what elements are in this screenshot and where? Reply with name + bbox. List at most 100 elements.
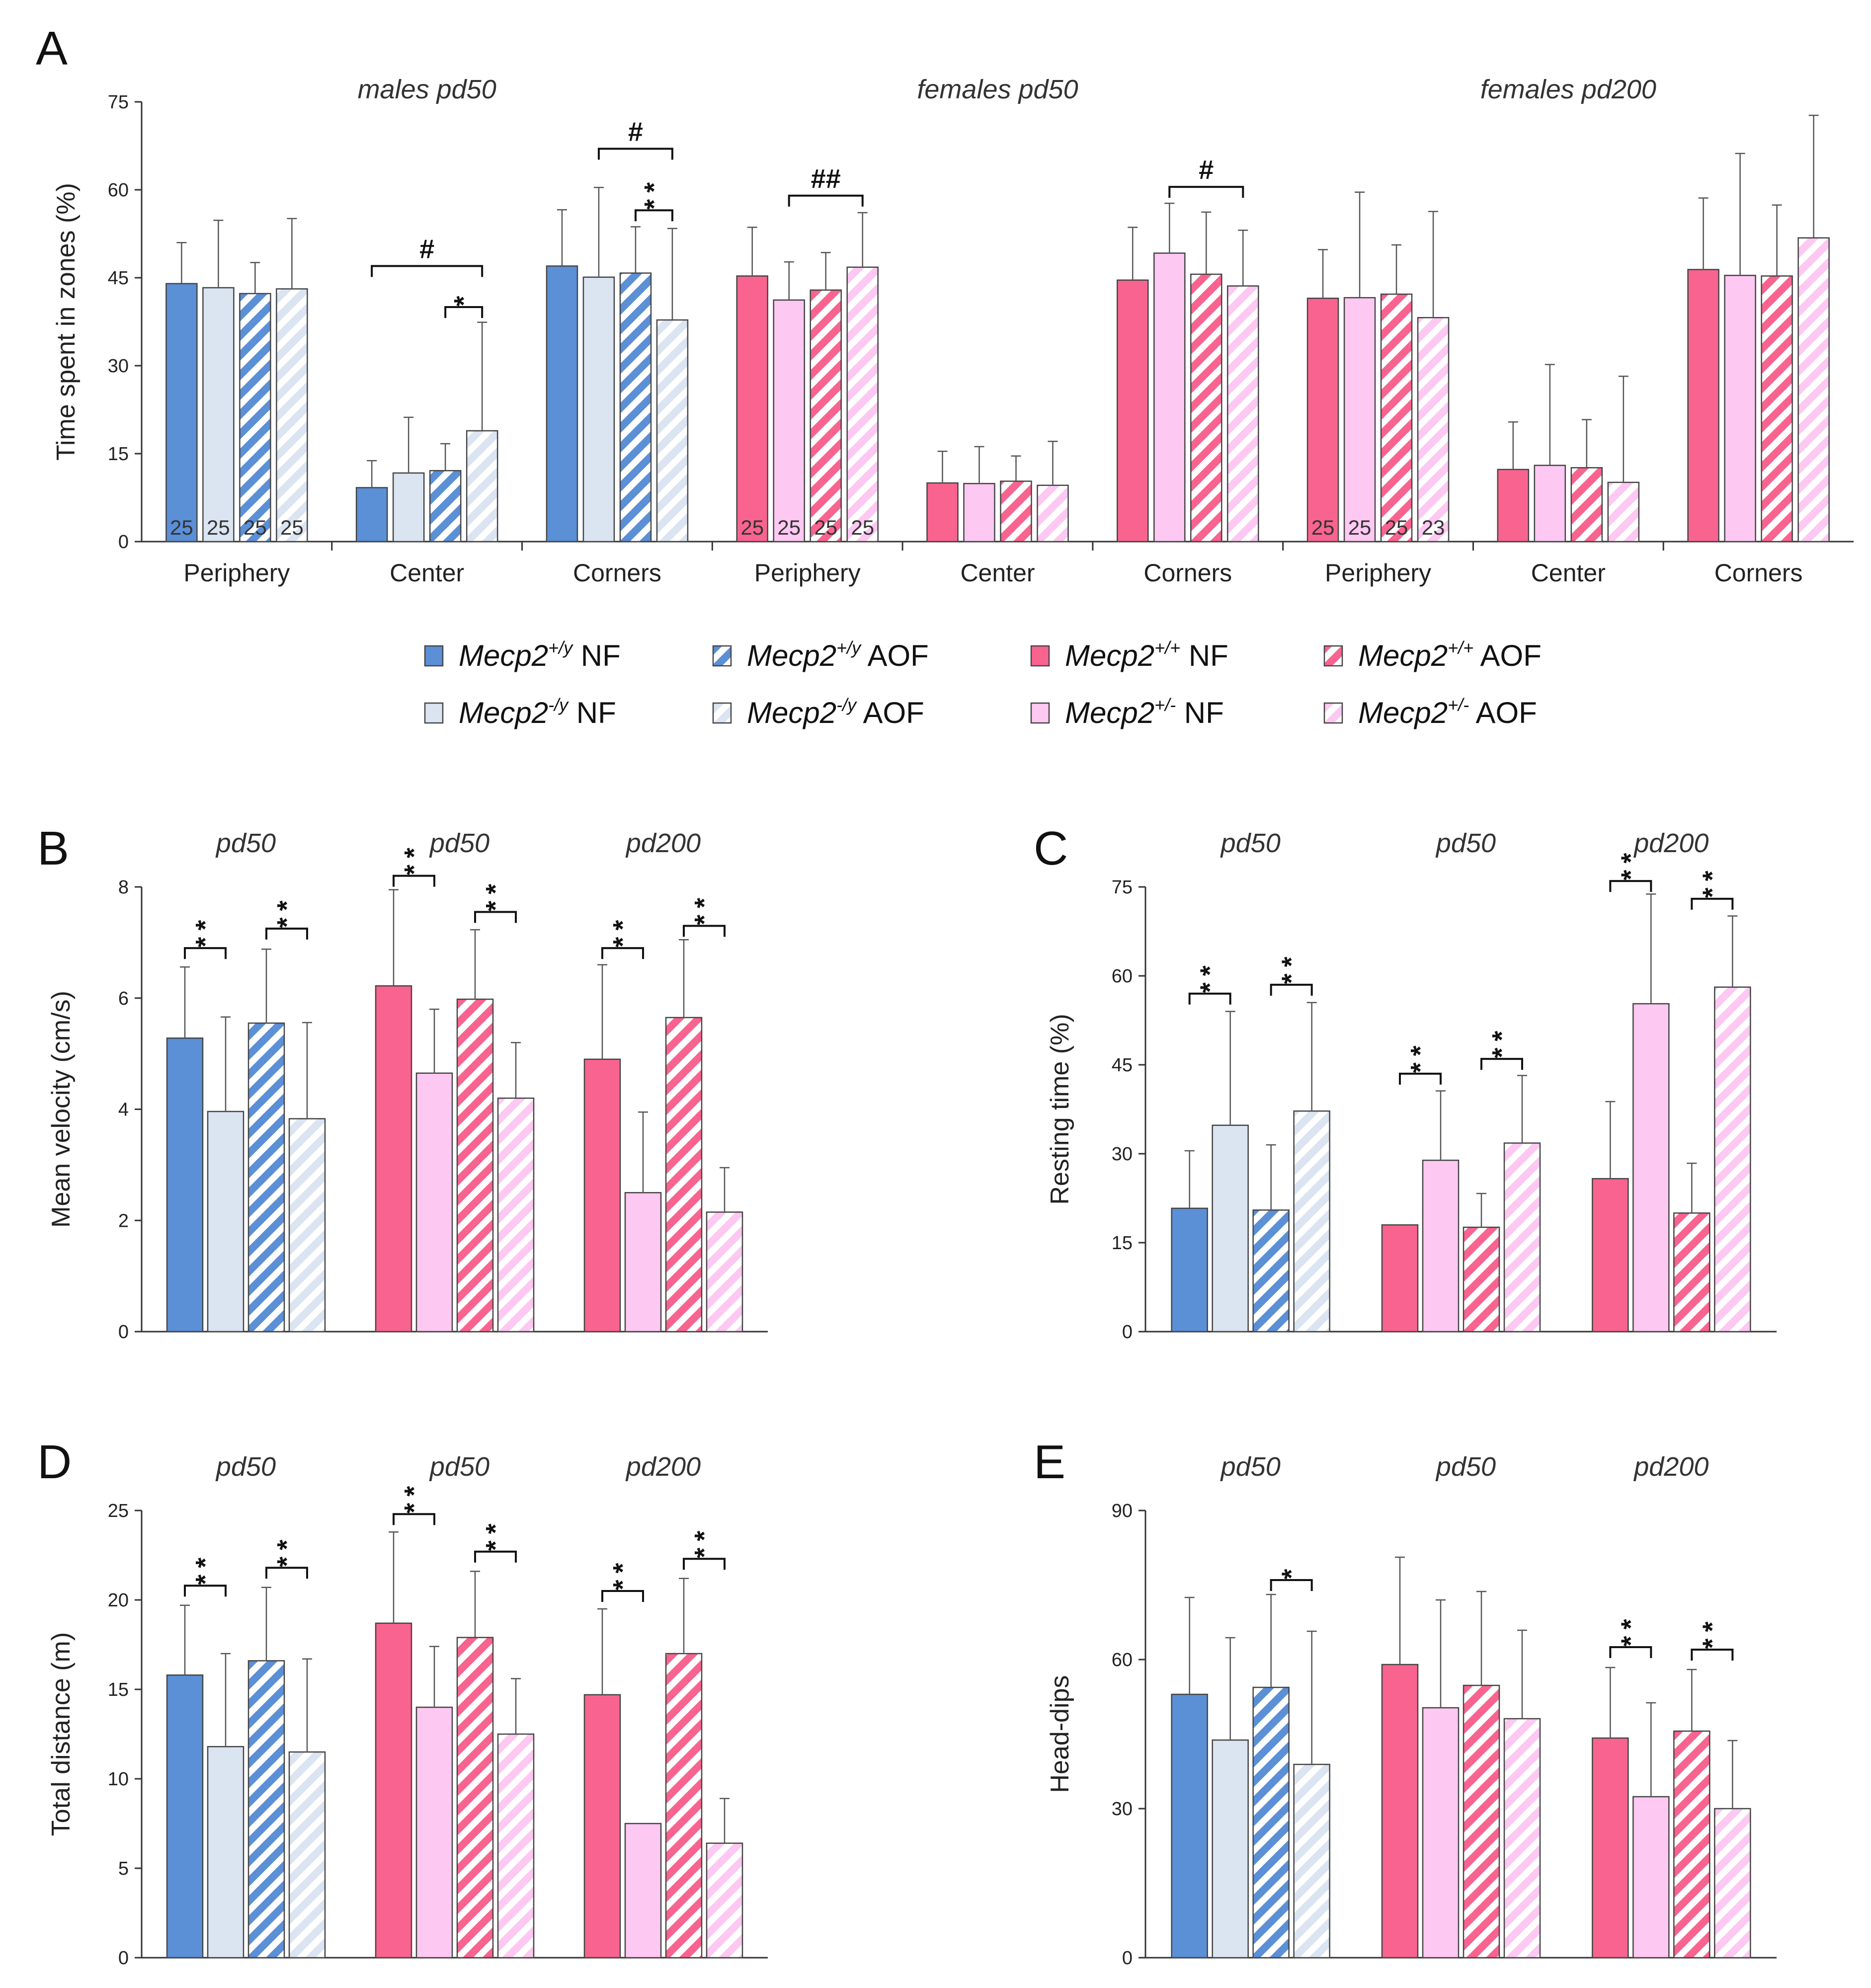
bar [1422,1707,1460,1959]
legend-label: Mecp2+/- AOF [1358,695,1537,729]
bar [706,1842,743,1959]
bar [1673,1730,1710,1959]
legend-swatch [712,702,732,724]
significance-label: * [608,1580,638,1590]
significance-label: * [1277,956,1306,967]
significance-label: * [272,917,302,928]
legend-swatch [1030,645,1050,667]
y-tick-label: 15 [1112,1233,1133,1254]
legend-label: Mecp2+/y AOF [747,637,929,672]
significance-label: * [190,1575,220,1585]
bar [1607,481,1640,543]
legend-label: Mecp2+/+ NF [1065,637,1228,672]
bar [1171,1693,1208,1959]
y-tick-label: 45 [108,268,129,289]
bar [665,1017,703,1333]
bar [963,482,995,543]
bar [1534,465,1566,543]
bar [1381,1664,1419,1959]
significance-label: * [608,1563,638,1573]
category-label: Center [1531,559,1606,587]
n-label: 25 [777,516,801,539]
significance-bracket [1270,1579,1313,1591]
group-title: females pd50 [917,75,1078,104]
y-tick-label: 0 [1122,1948,1133,1969]
y-tick-label: 10 [108,1769,129,1790]
significance-label: * [399,1486,429,1497]
n-label: 25 [1311,516,1335,539]
bar [665,1653,703,1959]
bar [1463,1226,1500,1333]
significance-label: * [481,1540,510,1551]
category-label: Periphery [1325,559,1431,587]
bar [810,289,842,543]
category-label: Center [390,559,464,587]
significance-label: * [1405,1062,1435,1073]
significance-label: * [1616,1619,1645,1629]
n-label: 25 [851,516,874,539]
y-tick-label: 60 [1112,966,1133,987]
bar [207,1746,244,1959]
y-tick-label: 5 [118,1858,129,1879]
significance-label: * [639,182,669,193]
significance-label: * [1405,1045,1435,1056]
y-tick-label: 15 [108,444,129,465]
bar [415,1072,453,1333]
y-tick-label: 0 [1122,1322,1133,1343]
significance-label: # [628,117,643,147]
significance-bracket [683,925,726,937]
category-label: Periphery [183,559,290,587]
n-label: 25 [1348,516,1372,539]
significance-label: * [1697,1621,1727,1632]
significance-label: * [449,296,479,306]
bar [1592,1178,1629,1333]
significance-label: * [689,915,719,925]
group-title: pd50 [1435,1452,1496,1482]
group-title: pd50 [215,1452,276,1482]
significance-label: * [1277,1569,1306,1579]
bar [375,1622,412,1959]
y-tick-label: 60 [108,180,129,201]
bar [583,1694,621,1959]
y-tick-label: 75 [1112,877,1133,898]
y-axis-label: Head-dips [1046,1675,1074,1793]
significance-label: # [419,234,434,264]
bar [1673,1212,1710,1333]
category-label: Corners [1714,559,1803,587]
n-label: 25 [244,516,267,539]
significance-label: * [272,1540,302,1550]
significance-label: * [481,901,510,911]
significance-label: * [481,1523,510,1534]
bar [736,275,768,543]
significance-label: * [190,920,220,931]
bar [1632,1003,1670,1333]
significance-bracket [1270,983,1313,996]
legend-swatch [424,702,444,724]
significance-bracket [601,1590,644,1602]
group-title: males pd50 [358,75,496,104]
bar [355,487,388,543]
significance-label: * [1616,1636,1645,1646]
legend-swatch [424,645,444,667]
legend-swatch [1323,702,1343,724]
legend-swatch [1030,702,1050,724]
bar [1687,269,1719,543]
bar [166,1674,204,1959]
bar [456,1637,494,1959]
y-tick-label: 60 [1112,1650,1133,1670]
bar [1343,297,1376,543]
significance-label: * [1697,887,1727,898]
significance-label: * [1195,982,1225,993]
significance-label: * [1697,871,1727,881]
bar [429,470,462,543]
n-label: 25 [814,516,837,539]
significance-bracket [393,875,435,887]
bar [846,266,879,543]
panel-letter-e: E [1034,1435,1065,1489]
panel-letter-b: B [37,822,69,875]
significance-label: * [689,1531,719,1541]
significance-label: * [689,1548,719,1558]
significance-label: * [1195,965,1225,976]
significance-label: # [1199,155,1214,185]
